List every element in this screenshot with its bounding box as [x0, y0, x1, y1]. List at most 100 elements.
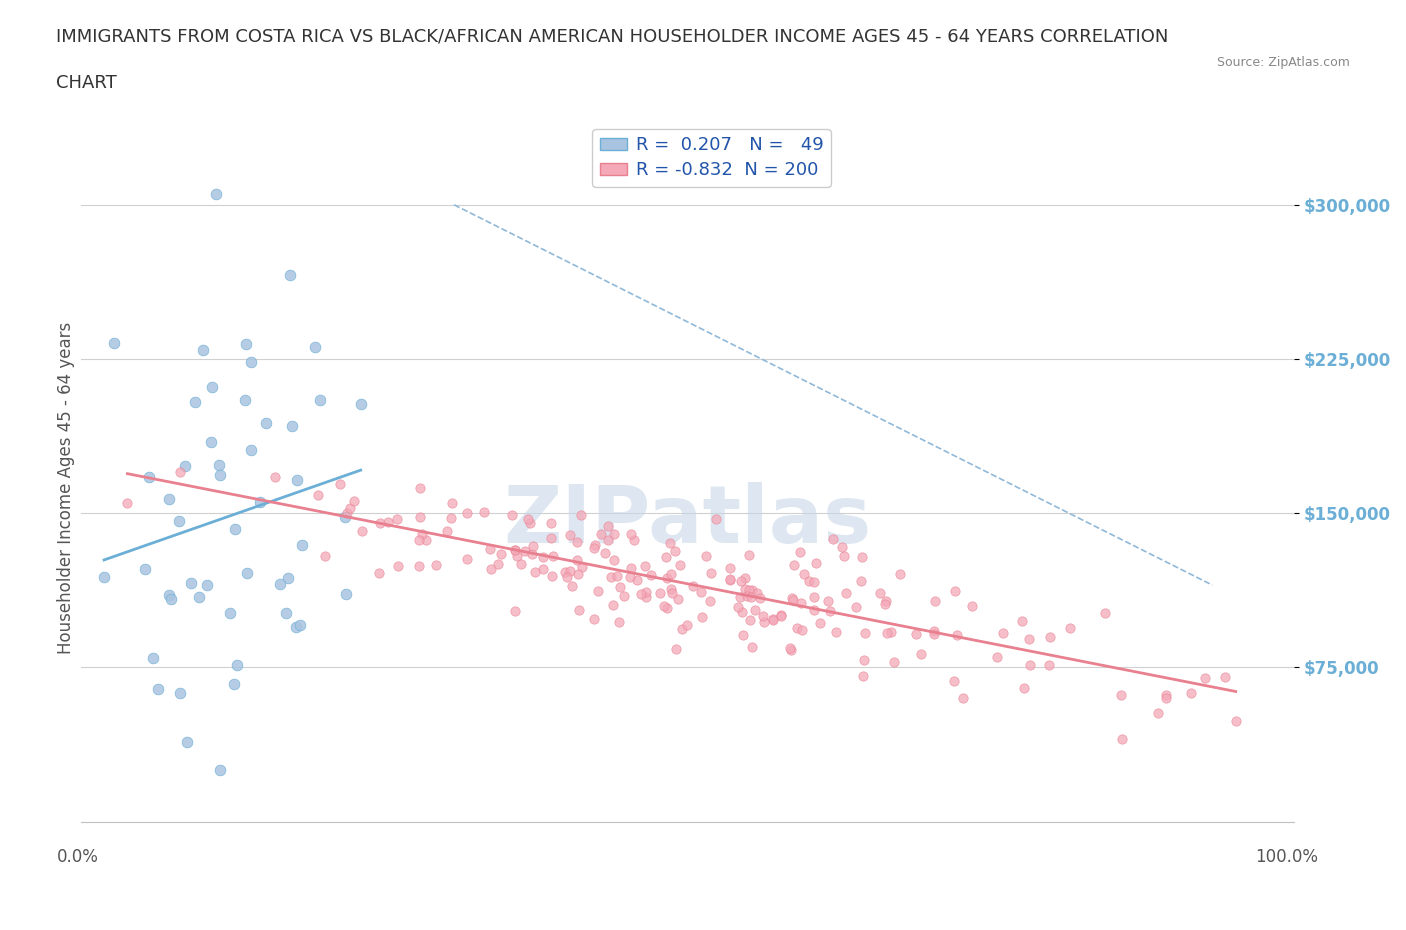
- Point: [695, 549, 717, 564]
- Point: [596, 519, 619, 534]
- Point: [666, 591, 689, 606]
- Point: [519, 515, 541, 530]
- Point: [368, 565, 391, 580]
- Point: [510, 557, 533, 572]
- Point: [187, 590, 209, 604]
- Point: [609, 579, 631, 594]
- Point: [1038, 658, 1060, 673]
- Point: [634, 590, 657, 604]
- Point: [425, 558, 447, 573]
- Point: [718, 561, 741, 576]
- Point: [835, 585, 858, 600]
- Point: [491, 547, 513, 562]
- Point: [142, 651, 165, 666]
- Point: [730, 573, 752, 588]
- Point: [741, 582, 763, 597]
- Point: [350, 397, 373, 412]
- Point: [817, 593, 839, 608]
- Point: [336, 506, 359, 521]
- Point: [157, 491, 180, 506]
- Point: [240, 443, 263, 458]
- Point: [789, 545, 811, 560]
- Point: [942, 674, 965, 689]
- Point: [803, 575, 825, 590]
- Point: [738, 583, 761, 598]
- Point: [531, 550, 554, 565]
- Point: [503, 542, 526, 557]
- Point: [103, 336, 125, 351]
- Point: [731, 628, 754, 643]
- Point: [281, 418, 304, 433]
- Point: [689, 585, 711, 600]
- Point: [658, 536, 681, 551]
- Point: [738, 548, 761, 563]
- Point: [174, 458, 197, 473]
- Point: [803, 603, 825, 618]
- Point: [583, 538, 606, 552]
- Point: [235, 337, 257, 352]
- Point: [655, 570, 678, 585]
- Point: [922, 627, 945, 642]
- Point: [264, 470, 287, 485]
- Point: [524, 565, 547, 579]
- Legend: R =  0.207   N =   49, R = -0.832  N = 200: R = 0.207 N = 49, R = -0.832 N = 200: [592, 129, 831, 187]
- Point: [1180, 685, 1202, 700]
- Point: [620, 561, 643, 576]
- Point: [541, 568, 564, 583]
- Point: [436, 524, 458, 538]
- Point: [209, 468, 232, 483]
- Point: [288, 618, 311, 632]
- Point: [284, 620, 307, 635]
- Point: [602, 598, 624, 613]
- Point: [744, 603, 766, 618]
- Point: [589, 526, 612, 541]
- Point: [335, 510, 357, 525]
- Point: [793, 566, 815, 581]
- Point: [740, 590, 762, 604]
- Point: [740, 612, 762, 627]
- Point: [304, 339, 326, 354]
- Point: [652, 599, 675, 614]
- Point: [762, 613, 785, 628]
- Point: [876, 626, 898, 641]
- Point: [254, 416, 277, 431]
- Text: 0.0%: 0.0%: [56, 847, 98, 866]
- Point: [486, 556, 509, 571]
- Point: [409, 510, 432, 525]
- Point: [671, 621, 693, 636]
- Point: [664, 543, 686, 558]
- Point: [1225, 713, 1247, 728]
- Point: [924, 624, 946, 639]
- Point: [734, 570, 756, 585]
- Point: [540, 515, 562, 530]
- Point: [456, 505, 478, 520]
- Point: [875, 597, 897, 612]
- Point: [1154, 687, 1177, 702]
- Point: [117, 496, 139, 511]
- Point: [731, 604, 754, 619]
- Point: [630, 586, 652, 601]
- Point: [786, 620, 808, 635]
- Point: [329, 476, 352, 491]
- Point: [478, 542, 501, 557]
- Point: [808, 616, 831, 631]
- Point: [160, 591, 183, 606]
- Point: [851, 574, 873, 589]
- Point: [991, 626, 1014, 641]
- Point: [699, 593, 721, 608]
- Y-axis label: Householder Income Ages 45 - 64 years: Householder Income Ages 45 - 64 years: [58, 322, 75, 654]
- Point: [176, 735, 198, 750]
- Point: [924, 593, 946, 608]
- Point: [1109, 687, 1132, 702]
- Point: [561, 578, 583, 593]
- Point: [665, 642, 688, 657]
- Point: [568, 603, 591, 618]
- Point: [558, 527, 581, 542]
- Point: [960, 599, 983, 614]
- Point: [506, 548, 529, 563]
- Text: CHART: CHART: [56, 74, 117, 92]
- Point: [1213, 670, 1236, 684]
- Point: [1111, 732, 1133, 747]
- Point: [565, 553, 588, 568]
- Point: [613, 589, 636, 604]
